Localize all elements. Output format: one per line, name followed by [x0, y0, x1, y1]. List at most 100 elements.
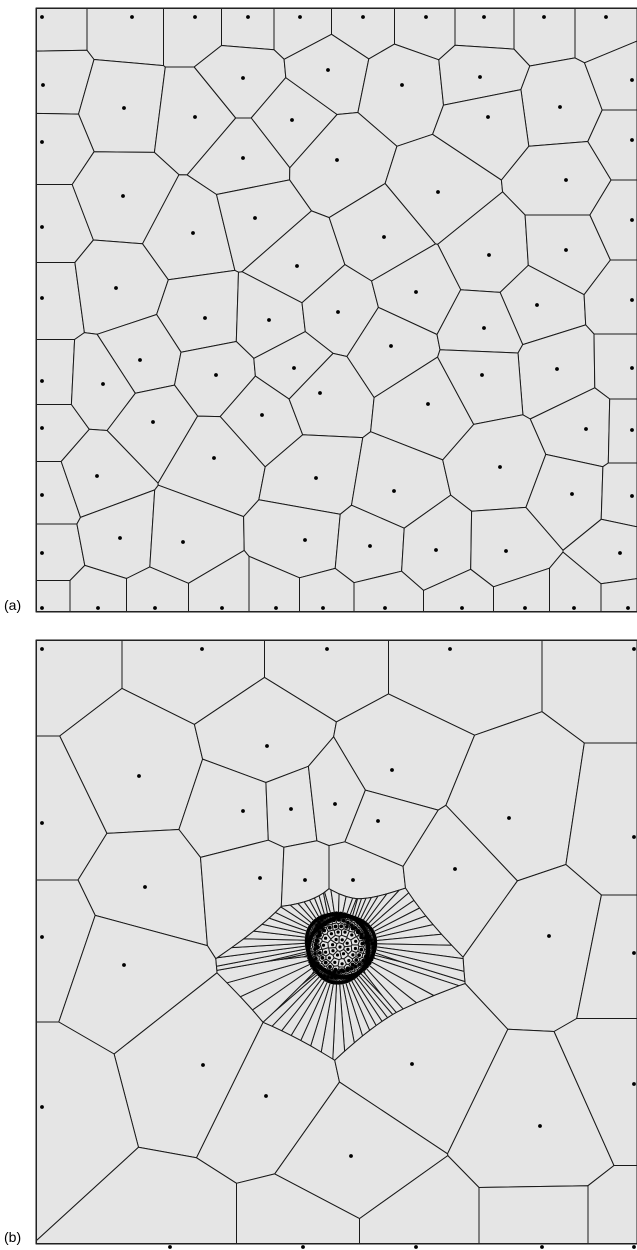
site-point — [350, 933, 354, 937]
site-point — [426, 402, 430, 406]
site-point — [340, 962, 344, 966]
site-point — [345, 925, 349, 929]
site-point — [564, 248, 568, 252]
site-point — [253, 216, 257, 220]
site-point — [305, 931, 310, 935]
site-point — [373, 946, 377, 950]
site-point — [40, 379, 44, 383]
site-point — [604, 15, 608, 19]
site-point — [317, 920, 321, 925]
voronoi-cell — [35, 7, 88, 52]
site-point — [327, 925, 332, 930]
site-point — [383, 606, 387, 610]
panel-label-b: (b) — [4, 1229, 22, 1245]
site-point — [453, 867, 457, 871]
site-point — [118, 536, 122, 540]
voronoi-cell — [589, 179, 637, 261]
site-point — [40, 140, 44, 144]
site-point — [191, 231, 195, 235]
site-point — [40, 493, 44, 497]
site-point — [632, 647, 636, 651]
site-point — [630, 138, 634, 142]
site-point — [101, 382, 105, 386]
site-point — [214, 373, 218, 377]
site-point — [329, 932, 333, 936]
site-point — [424, 15, 428, 19]
voronoi-cell — [432, 89, 530, 181]
site-point — [330, 912, 334, 917]
site-point — [318, 391, 322, 395]
voronoi-cell — [437, 349, 524, 425]
site-point — [193, 115, 197, 119]
site-point — [114, 286, 118, 290]
diagram-a-cells — [35, 7, 637, 613]
site-point — [340, 938, 344, 942]
site-point — [201, 1063, 205, 1067]
voronoi-cell — [268, 911, 313, 933]
site-point — [630, 218, 634, 222]
site-point — [321, 606, 325, 610]
site-point — [324, 936, 328, 940]
site-point — [630, 78, 634, 82]
site-point — [345, 968, 350, 973]
site-point — [313, 942, 318, 947]
site-point — [325, 647, 329, 651]
site-point — [326, 975, 330, 979]
voronoi-cell — [600, 462, 637, 528]
site-point — [360, 941, 365, 946]
site-point — [478, 75, 482, 79]
voronoi-diagram-b — [35, 639, 637, 1249]
site-point — [333, 980, 337, 985]
site-point — [220, 606, 224, 610]
site-point — [414, 290, 418, 294]
site-point — [372, 949, 377, 953]
site-point — [316, 945, 320, 950]
site-point — [498, 465, 502, 469]
site-point — [40, 426, 44, 430]
site-point — [314, 956, 318, 961]
site-point — [354, 939, 358, 943]
site-point — [338, 945, 342, 949]
site-point — [181, 540, 185, 544]
site-point — [151, 420, 155, 424]
site-point — [40, 225, 44, 229]
site-point — [260, 413, 264, 417]
site-point — [353, 964, 358, 969]
voronoi-cell — [593, 333, 637, 400]
site-point — [584, 427, 588, 431]
site-point — [434, 548, 438, 552]
site-point — [564, 178, 568, 182]
site-point — [321, 914, 326, 919]
site-point — [361, 958, 365, 963]
site-point — [40, 551, 44, 555]
site-point — [137, 774, 141, 778]
site-point — [361, 15, 365, 19]
site-point — [504, 549, 508, 553]
site-point — [121, 194, 125, 198]
site-point — [341, 952, 346, 956]
site-point — [372, 934, 377, 939]
voronoi-cell — [600, 578, 637, 613]
site-point — [337, 970, 341, 974]
site-point — [368, 544, 372, 548]
site-point — [153, 606, 157, 610]
site-point — [362, 936, 366, 940]
site-point — [289, 807, 293, 811]
site-point — [353, 946, 357, 951]
site-point — [335, 953, 340, 957]
site-point — [359, 947, 364, 952]
voronoi-cell — [221, 7, 275, 51]
site-point — [130, 15, 134, 19]
voronoi-diagram-a — [35, 7, 637, 613]
voronoi-cell — [454, 7, 515, 50]
site-point — [410, 1062, 414, 1066]
site-point — [339, 980, 343, 985]
voronoi-cell — [369, 907, 427, 937]
site-point — [212, 456, 216, 460]
site-point — [373, 943, 378, 948]
site-point — [339, 924, 344, 929]
site-point — [305, 934, 309, 938]
site-point — [359, 932, 364, 937]
site-point — [351, 878, 355, 882]
site-point — [324, 950, 328, 954]
